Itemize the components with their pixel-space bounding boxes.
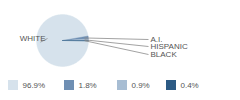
svg-text:0.4%: 0.4% <box>181 81 199 90</box>
svg-text:BLACK: BLACK <box>151 50 178 59</box>
svg-text:1.8%: 1.8% <box>79 81 97 90</box>
svg-text:HISPANIC: HISPANIC <box>150 42 188 52</box>
svg-text:WHITE: WHITE <box>20 34 46 43</box>
svg-text:96.9%: 96.9% <box>23 81 46 90</box>
svg-text:A.I.: A.I. <box>150 35 163 45</box>
svg-text:0.9%: 0.9% <box>132 81 150 90</box>
